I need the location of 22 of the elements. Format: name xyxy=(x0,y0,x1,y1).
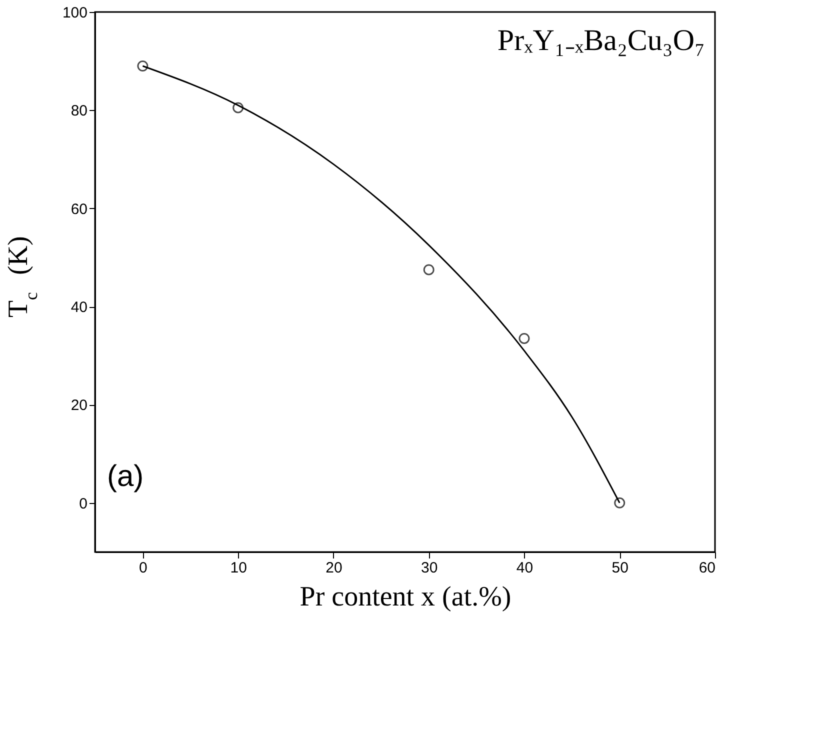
x-tick-label: 0 xyxy=(139,560,148,576)
x-tick-label: 60 xyxy=(698,560,716,576)
point xyxy=(518,332,530,344)
annotation: (a) xyxy=(107,460,144,493)
x-tick-label: 50 xyxy=(612,560,628,576)
x-tick-label: 20 xyxy=(326,560,342,576)
annotation: PrₓY₁₋ₓBa₂Cu₃O₇ xyxy=(497,24,705,57)
y-tick-label: 40 xyxy=(70,299,88,316)
y-tick-label: 20 xyxy=(70,397,88,414)
point xyxy=(137,60,148,72)
y-tick-label: 0 xyxy=(79,495,88,512)
point xyxy=(423,264,434,276)
x-tick-label: 30 xyxy=(421,560,438,576)
y-axis-title: Tc (K) xyxy=(3,236,41,318)
point xyxy=(232,102,244,114)
x-axis-title: Pr content x (at.%) xyxy=(300,582,512,612)
x-tick-label: 10 xyxy=(230,560,247,576)
point xyxy=(614,497,626,508)
x-tick-label: 40 xyxy=(516,560,534,576)
y-tick-label: 60 xyxy=(70,200,88,218)
y-tick-label: 80 xyxy=(70,102,88,120)
y-tick-label: 100 xyxy=(62,4,88,22)
